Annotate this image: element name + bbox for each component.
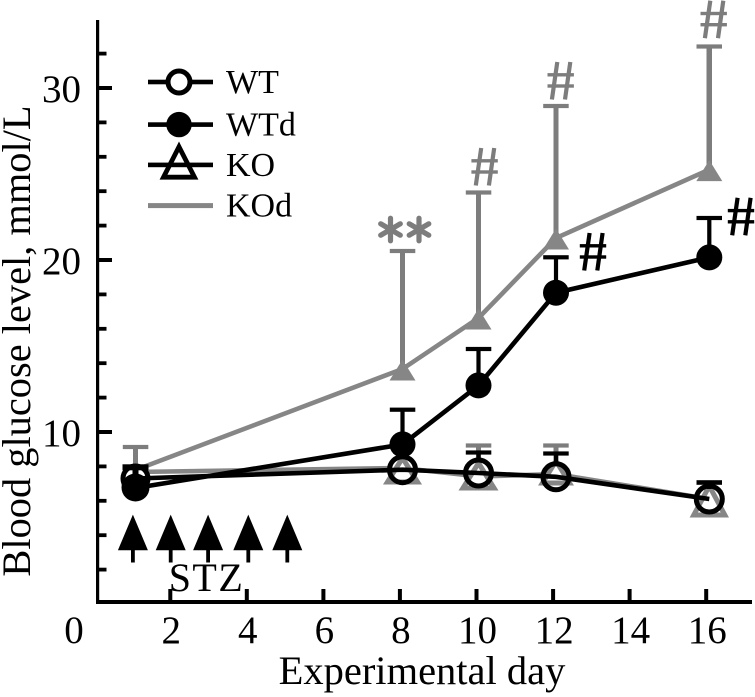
svg-text:0: 0 <box>64 609 84 652</box>
svg-text:12: 12 <box>535 609 574 652</box>
svg-text:STZ: STZ <box>169 555 245 600</box>
svg-text:KOd: KOd <box>226 188 292 225</box>
svg-text:Blood glucose level, mmol/L: Blood glucose level, mmol/L <box>0 105 39 576</box>
svg-text:10: 10 <box>42 412 81 455</box>
svg-text:20: 20 <box>42 240 81 283</box>
svg-text:WT: WT <box>226 64 279 101</box>
svg-text:30: 30 <box>42 68 81 111</box>
svg-text:10: 10 <box>458 609 497 652</box>
svg-text:WTd: WTd <box>226 107 296 144</box>
svg-text:14: 14 <box>611 609 650 652</box>
svg-text:8: 8 <box>391 609 411 652</box>
svg-text:KO: KO <box>226 147 275 184</box>
svg-text:16: 16 <box>688 609 727 652</box>
svg-text:Experimental day: Experimental day <box>279 648 567 693</box>
svg-text:2: 2 <box>162 609 182 652</box>
svg-text:4: 4 <box>238 609 258 652</box>
svg-text:6: 6 <box>315 609 335 652</box>
